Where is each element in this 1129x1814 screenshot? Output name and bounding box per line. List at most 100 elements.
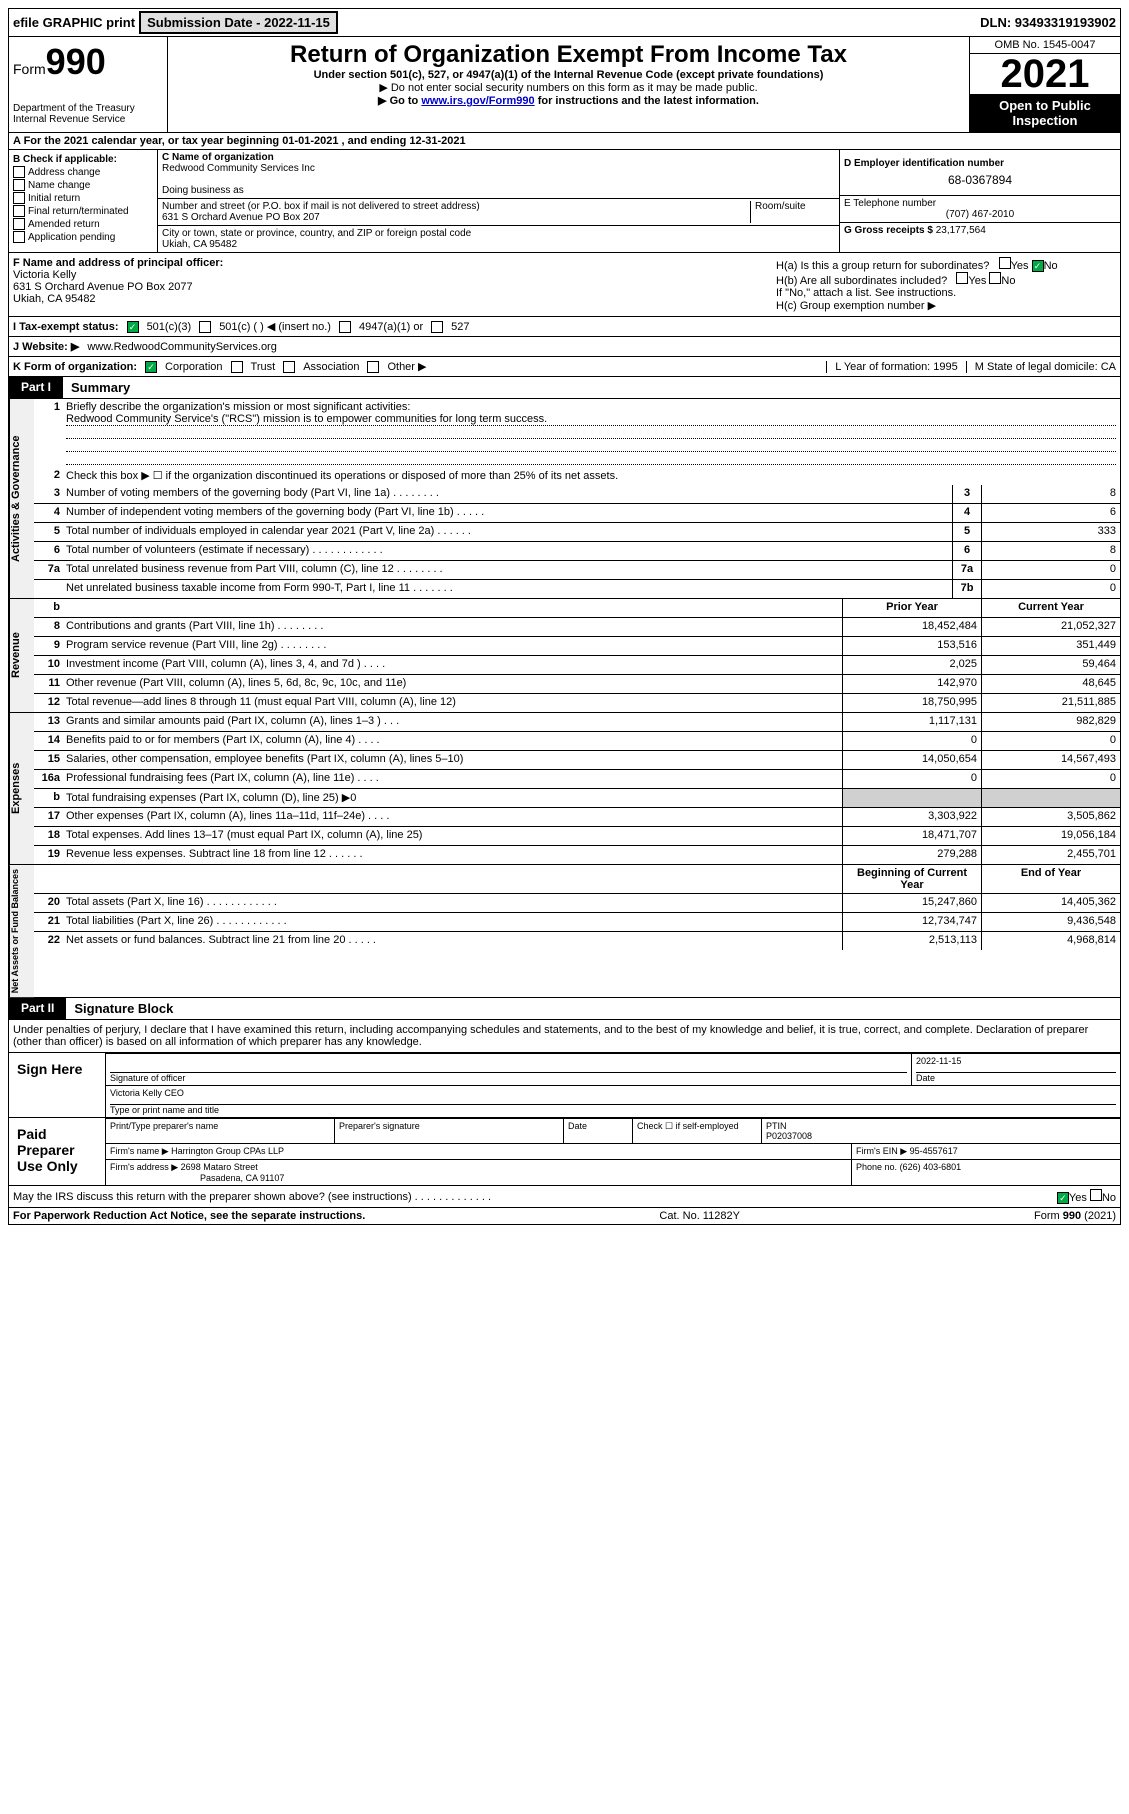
cb-discuss-yes[interactable]: ✓ [1057,1192,1069,1204]
table-row: 17 Other expenses (Part IX, column (A), … [34,808,1120,827]
prep-sig-label: Preparer's signature [335,1119,564,1143]
row-j-website: J Website: ▶ www.RedwoodCommunityService… [8,337,1121,357]
vert-revenue: Revenue [9,599,34,712]
date-label: Date [916,1073,935,1083]
declaration-text: Under penalties of perjury, I declare th… [9,1020,1120,1052]
row-klm: K Form of organization: ✓Corporation Tru… [8,357,1121,377]
cb-501c3[interactable]: ✓ [127,321,139,333]
cb-initial-return[interactable] [13,192,25,204]
header-right: OMB No. 1545-0047 2021 Open to Public In… [969,37,1120,132]
header-center: Return of Organization Exempt From Incom… [168,37,969,132]
table-row: 20 Total assets (Part X, line 16) . . . … [34,894,1120,913]
header-left: Form990 Department of the Treasury Inter… [9,37,168,132]
prep-date-label: Date [564,1119,633,1143]
summary-revenue: Revenue b Prior Year Current Year 8 Cont… [8,599,1121,713]
part-2-label: Part II [9,998,66,1019]
irs-link[interactable]: www.irs.gov/Form990 [421,95,534,107]
gross-label: G Gross receipts $ [844,225,933,236]
table-row: 18 Total expenses. Add lines 13–17 (must… [34,827,1120,846]
sig-date: 2022-11-15 [916,1056,1116,1073]
i-label: I Tax-exempt status: [13,321,119,333]
cb-final-return[interactable] [13,205,25,217]
officer-typed-name: Victoria Kelly CEO [110,1088,1116,1105]
summary-expenses: Expenses 13 Grants and similar amounts p… [8,713,1121,865]
table-row: 6 Total number of volunteers (estimate i… [34,542,1120,561]
firm-phone-label: Phone no. [856,1162,897,1172]
q2-text: Check this box ▶ ☐ if the organization d… [62,467,1120,485]
sig-officer-label: Signature of officer [110,1073,185,1083]
cb-discuss-no[interactable] [1090,1189,1102,1201]
phone-value: (707) 467-2010 [844,209,1116,220]
cb-application-pending[interactable] [13,231,25,243]
cb-ha-no[interactable]: ✓ [1032,260,1044,272]
cb-name-change[interactable] [13,179,25,191]
k-label: K Form of organization: [13,361,137,373]
prep-name-label: Print/Type preparer's name [106,1119,335,1143]
part-2-title: Signature Block [66,998,181,1019]
dba-label: Doing business as [162,185,835,196]
table-row: 3 Number of voting members of the govern… [34,485,1120,504]
part-2-header: Part II Signature Block [8,998,1121,1020]
officer-label: F Name and address of principal officer: [13,257,768,269]
city-label: City or town, state or province, country… [162,228,835,239]
firm-ein: 95-4557617 [910,1146,958,1156]
table-row: 8 Contributions and grants (Part VIII, l… [34,618,1120,637]
table-row: 21 Total liabilities (Part X, line 26) .… [34,913,1120,932]
cb-amended-return[interactable] [13,218,25,230]
form-word: Form [13,61,46,77]
may-discuss-text: May the IRS discuss this return with the… [13,1191,491,1203]
cb-4947[interactable] [339,321,351,333]
summary-governance: Activities & Governance 1 Briefly descri… [8,399,1121,599]
submission-date-box: Submission Date - 2022-11-15 [139,11,338,34]
addr-label: Number and street (or P.O. box if mail i… [162,201,750,212]
form-footer: Form 990 (2021) [1034,1210,1116,1222]
cb-association[interactable] [283,361,295,373]
website-value: www.RedwoodCommunityServices.org [87,341,277,353]
irs-label: Internal Revenue Service [13,114,163,125]
ptin-label: PTIN [766,1121,1116,1131]
dept-label: Department of the Treasury [13,103,163,114]
form-number: 990 [46,41,106,82]
org-name-label: C Name of organization [162,152,835,163]
cb-ha-yes[interactable] [999,257,1011,269]
officer-name: Victoria Kelly [13,269,768,281]
cb-address-change[interactable] [13,166,25,178]
table-row: 9 Program service revenue (Part VIII, li… [34,637,1120,656]
cb-trust[interactable] [231,361,243,373]
dln-label: DLN: 93493319193902 [980,15,1116,30]
hb-note: If "No," attach a list. See instructions… [776,287,1116,299]
col-b-label: B Check if applicable: [13,154,153,165]
current-year-header: Current Year [981,599,1120,617]
officer-addr: 631 S Orchard Avenue PO Box 2077 [13,281,768,293]
firm-ein-label: Firm's EIN ▶ [856,1146,907,1156]
end-year-header: End of Year [981,865,1120,893]
row-i-tax-status: I Tax-exempt status: ✓501(c)(3) 501(c) (… [8,317,1121,337]
col-b-checkboxes: B Check if applicable: Address change Na… [9,150,158,252]
ha-label: H(a) Is this a group return for subordin… [776,260,989,272]
vert-expenses: Expenses [9,713,34,864]
firm-addr: 2698 Mataro Street [181,1162,258,1172]
table-row: 19 Revenue less expenses. Subtract line … [34,846,1120,864]
form-subtitle-2: ▶ Do not enter social security numbers o… [172,81,965,94]
cb-hb-no[interactable] [989,272,1001,284]
section-bcde: B Check if applicable: Address change Na… [8,150,1121,253]
col-f-officer: F Name and address of principal officer:… [9,253,772,316]
cb-501c[interactable] [199,321,211,333]
firm-city: Pasadena, CA 91107 [200,1173,847,1183]
cb-other[interactable] [367,361,379,373]
ein-value: 68-0367894 [844,173,1116,187]
cb-hb-yes[interactable] [956,272,968,284]
table-row: 7a Total unrelated business revenue from… [34,561,1120,580]
ein-label: D Employer identification number [844,158,1116,169]
may-discuss-row: May the IRS discuss this return with the… [8,1186,1121,1208]
cb-corporation[interactable]: ✓ [145,361,157,373]
table-row: 4 Number of independent voting members o… [34,504,1120,523]
row-a-tax-year: A For the 2021 calendar year, or tax yea… [8,133,1121,150]
j-label: J Website: ▶ [13,340,79,353]
q2-num: 2 [34,467,62,485]
m-state: M State of legal domicile: CA [966,361,1116,373]
l-year: L Year of formation: 1995 [826,361,958,373]
cb-527[interactable] [431,321,443,333]
form-title: Return of Organization Exempt From Incom… [172,41,965,69]
summary-netassets: Net Assets or Fund Balances Beginning of… [8,865,1121,998]
